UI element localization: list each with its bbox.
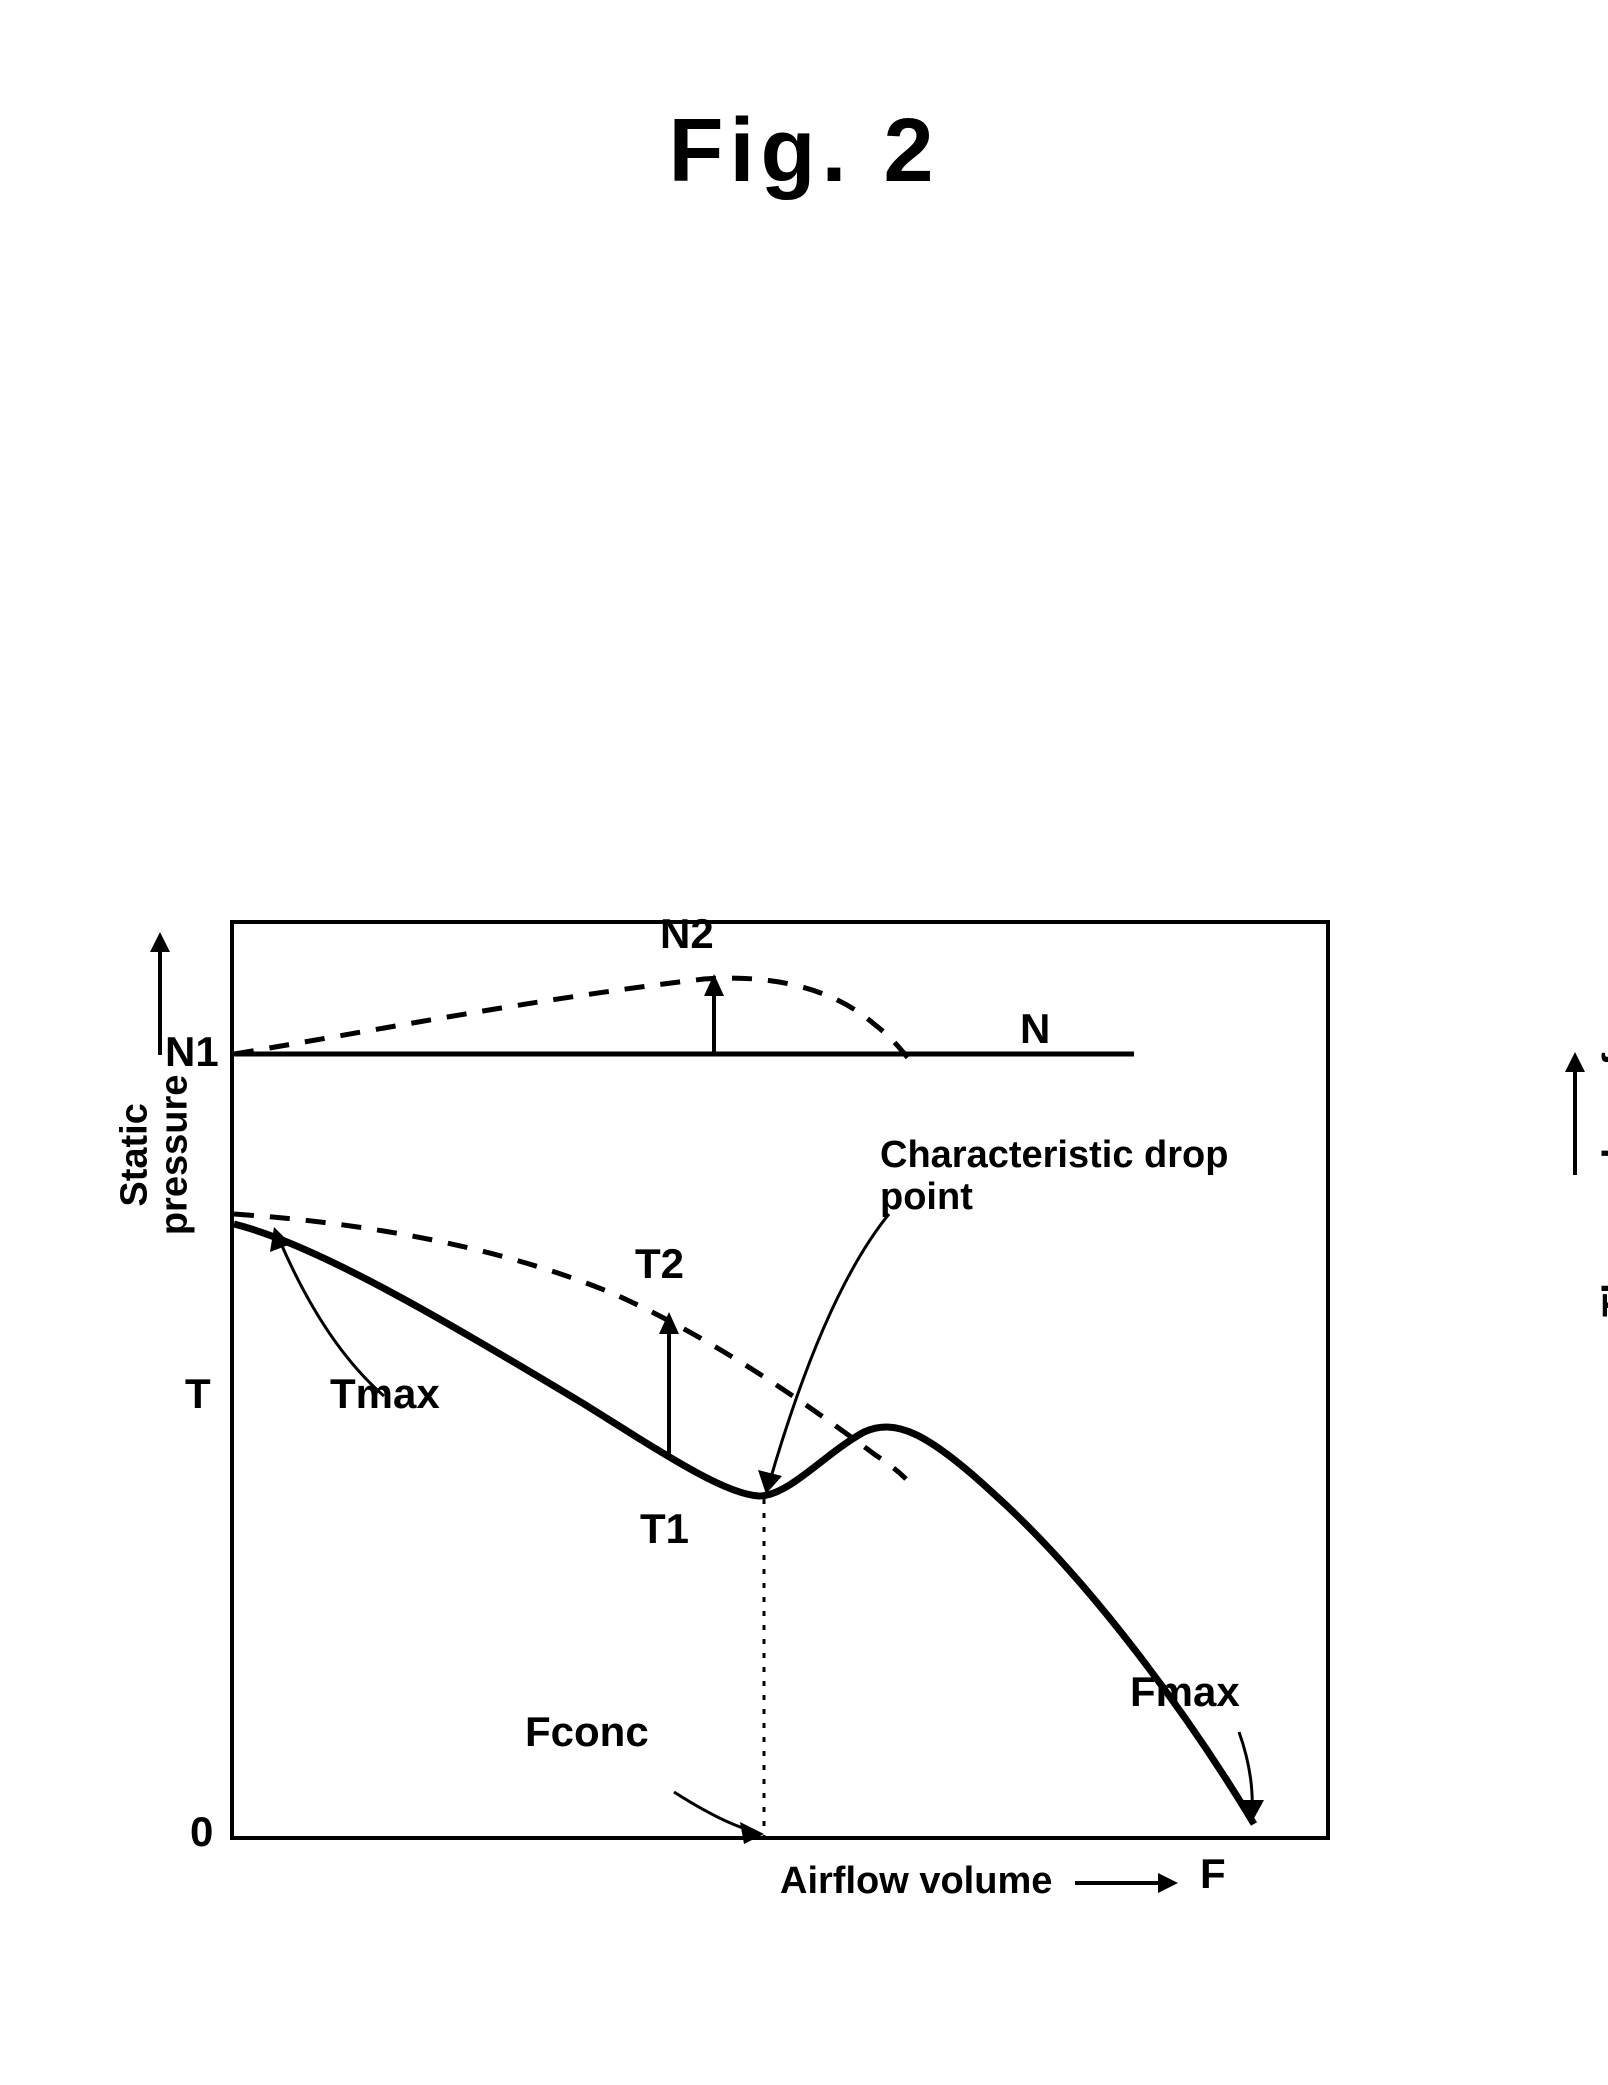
y-axis-label-right: The number ofrotations bbox=[1598, 1053, 1608, 1317]
x-axis-label: Airflow volume bbox=[780, 1860, 1052, 1903]
label-drop: Characteristic droppoint bbox=[880, 1135, 1228, 1219]
label-tmax: Tmax bbox=[330, 1370, 440, 1418]
label-n2: N2 bbox=[660, 910, 714, 958]
y-right-text: The number ofrotations bbox=[1596, 1053, 1608, 1317]
tick-n1: N1 bbox=[165, 1028, 219, 1076]
label-fmax: Fmax bbox=[1130, 1668, 1240, 1716]
series-t bbox=[234, 1224, 1254, 1824]
series-n2 bbox=[234, 978, 909, 1059]
leader-drop bbox=[769, 1214, 889, 1484]
chart: Staticpressure The number ofrotations Ai… bbox=[200, 920, 1400, 1920]
label-n: N bbox=[1020, 1005, 1050, 1053]
x-axis-arrow bbox=[1070, 1863, 1190, 1903]
y-left-text: Staticpressure bbox=[113, 1075, 195, 1236]
y-axis-arrow-right bbox=[1555, 1050, 1595, 1180]
label-fconc: Fconc bbox=[525, 1708, 649, 1756]
figure-title: Fig. 2 bbox=[0, 100, 1608, 203]
label-t1: T1 bbox=[640, 1505, 689, 1553]
series-t2 bbox=[234, 1214, 906, 1479]
tick-t: T bbox=[185, 1370, 211, 1418]
leader-fconc-head bbox=[740, 1822, 764, 1844]
tick-origin: 0 bbox=[190, 1808, 213, 1856]
y-axis-label-left: Staticpressure bbox=[115, 1075, 195, 1236]
label-t2: T2 bbox=[635, 1240, 684, 1288]
x-axis-symbol: F bbox=[1200, 1850, 1226, 1898]
